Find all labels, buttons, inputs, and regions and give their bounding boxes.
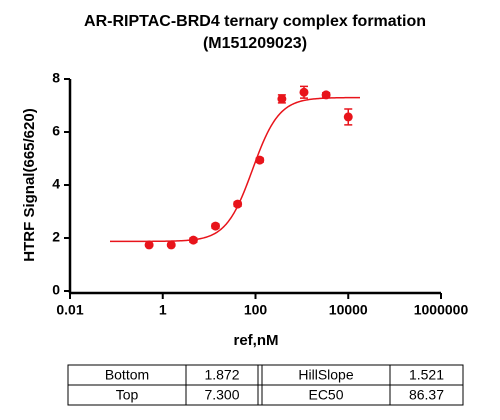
data-point xyxy=(188,235,198,245)
x-tick-label: 100 xyxy=(244,302,268,318)
param-value: 1.872 xyxy=(204,367,239,383)
x-tick-label: 0.01 xyxy=(56,302,83,318)
data-point xyxy=(166,240,176,250)
param-value: 86.37 xyxy=(409,387,444,403)
x-tick-label: 1 xyxy=(159,302,167,318)
x-axis-label: ref,nM xyxy=(234,332,279,349)
data-point xyxy=(343,112,353,122)
chart-title: AR-RIPTAC-BRD4 ternary complex formation xyxy=(84,13,426,30)
x-tick-label: 1000000 xyxy=(414,302,469,318)
data-point xyxy=(144,240,154,250)
y-tick-label: 0 xyxy=(52,282,60,298)
y-tick-label: 4 xyxy=(52,176,60,192)
param-name: Top xyxy=(116,387,139,403)
param-name: Bottom xyxy=(105,367,149,383)
y-tick-label: 2 xyxy=(52,229,60,245)
y-tick-label: 6 xyxy=(52,123,60,139)
y-tick-label: 8 xyxy=(52,70,60,86)
chart-subtitle: (M151209023) xyxy=(203,35,307,52)
fit-curve xyxy=(110,96,361,243)
param-value: 7.300 xyxy=(204,387,239,403)
param-value: 1.521 xyxy=(409,367,444,383)
data-point xyxy=(277,94,287,104)
data-point xyxy=(210,221,220,231)
data-point xyxy=(299,87,309,97)
x-tick-label: 10000 xyxy=(329,302,368,318)
data-point xyxy=(321,90,331,100)
y-axis-label: HTRF Signal(665/620) xyxy=(21,108,38,261)
param-name: HillSlope xyxy=(298,367,353,383)
param-name: EC50 xyxy=(308,387,343,403)
data-point xyxy=(255,155,265,165)
data-point xyxy=(233,199,243,209)
